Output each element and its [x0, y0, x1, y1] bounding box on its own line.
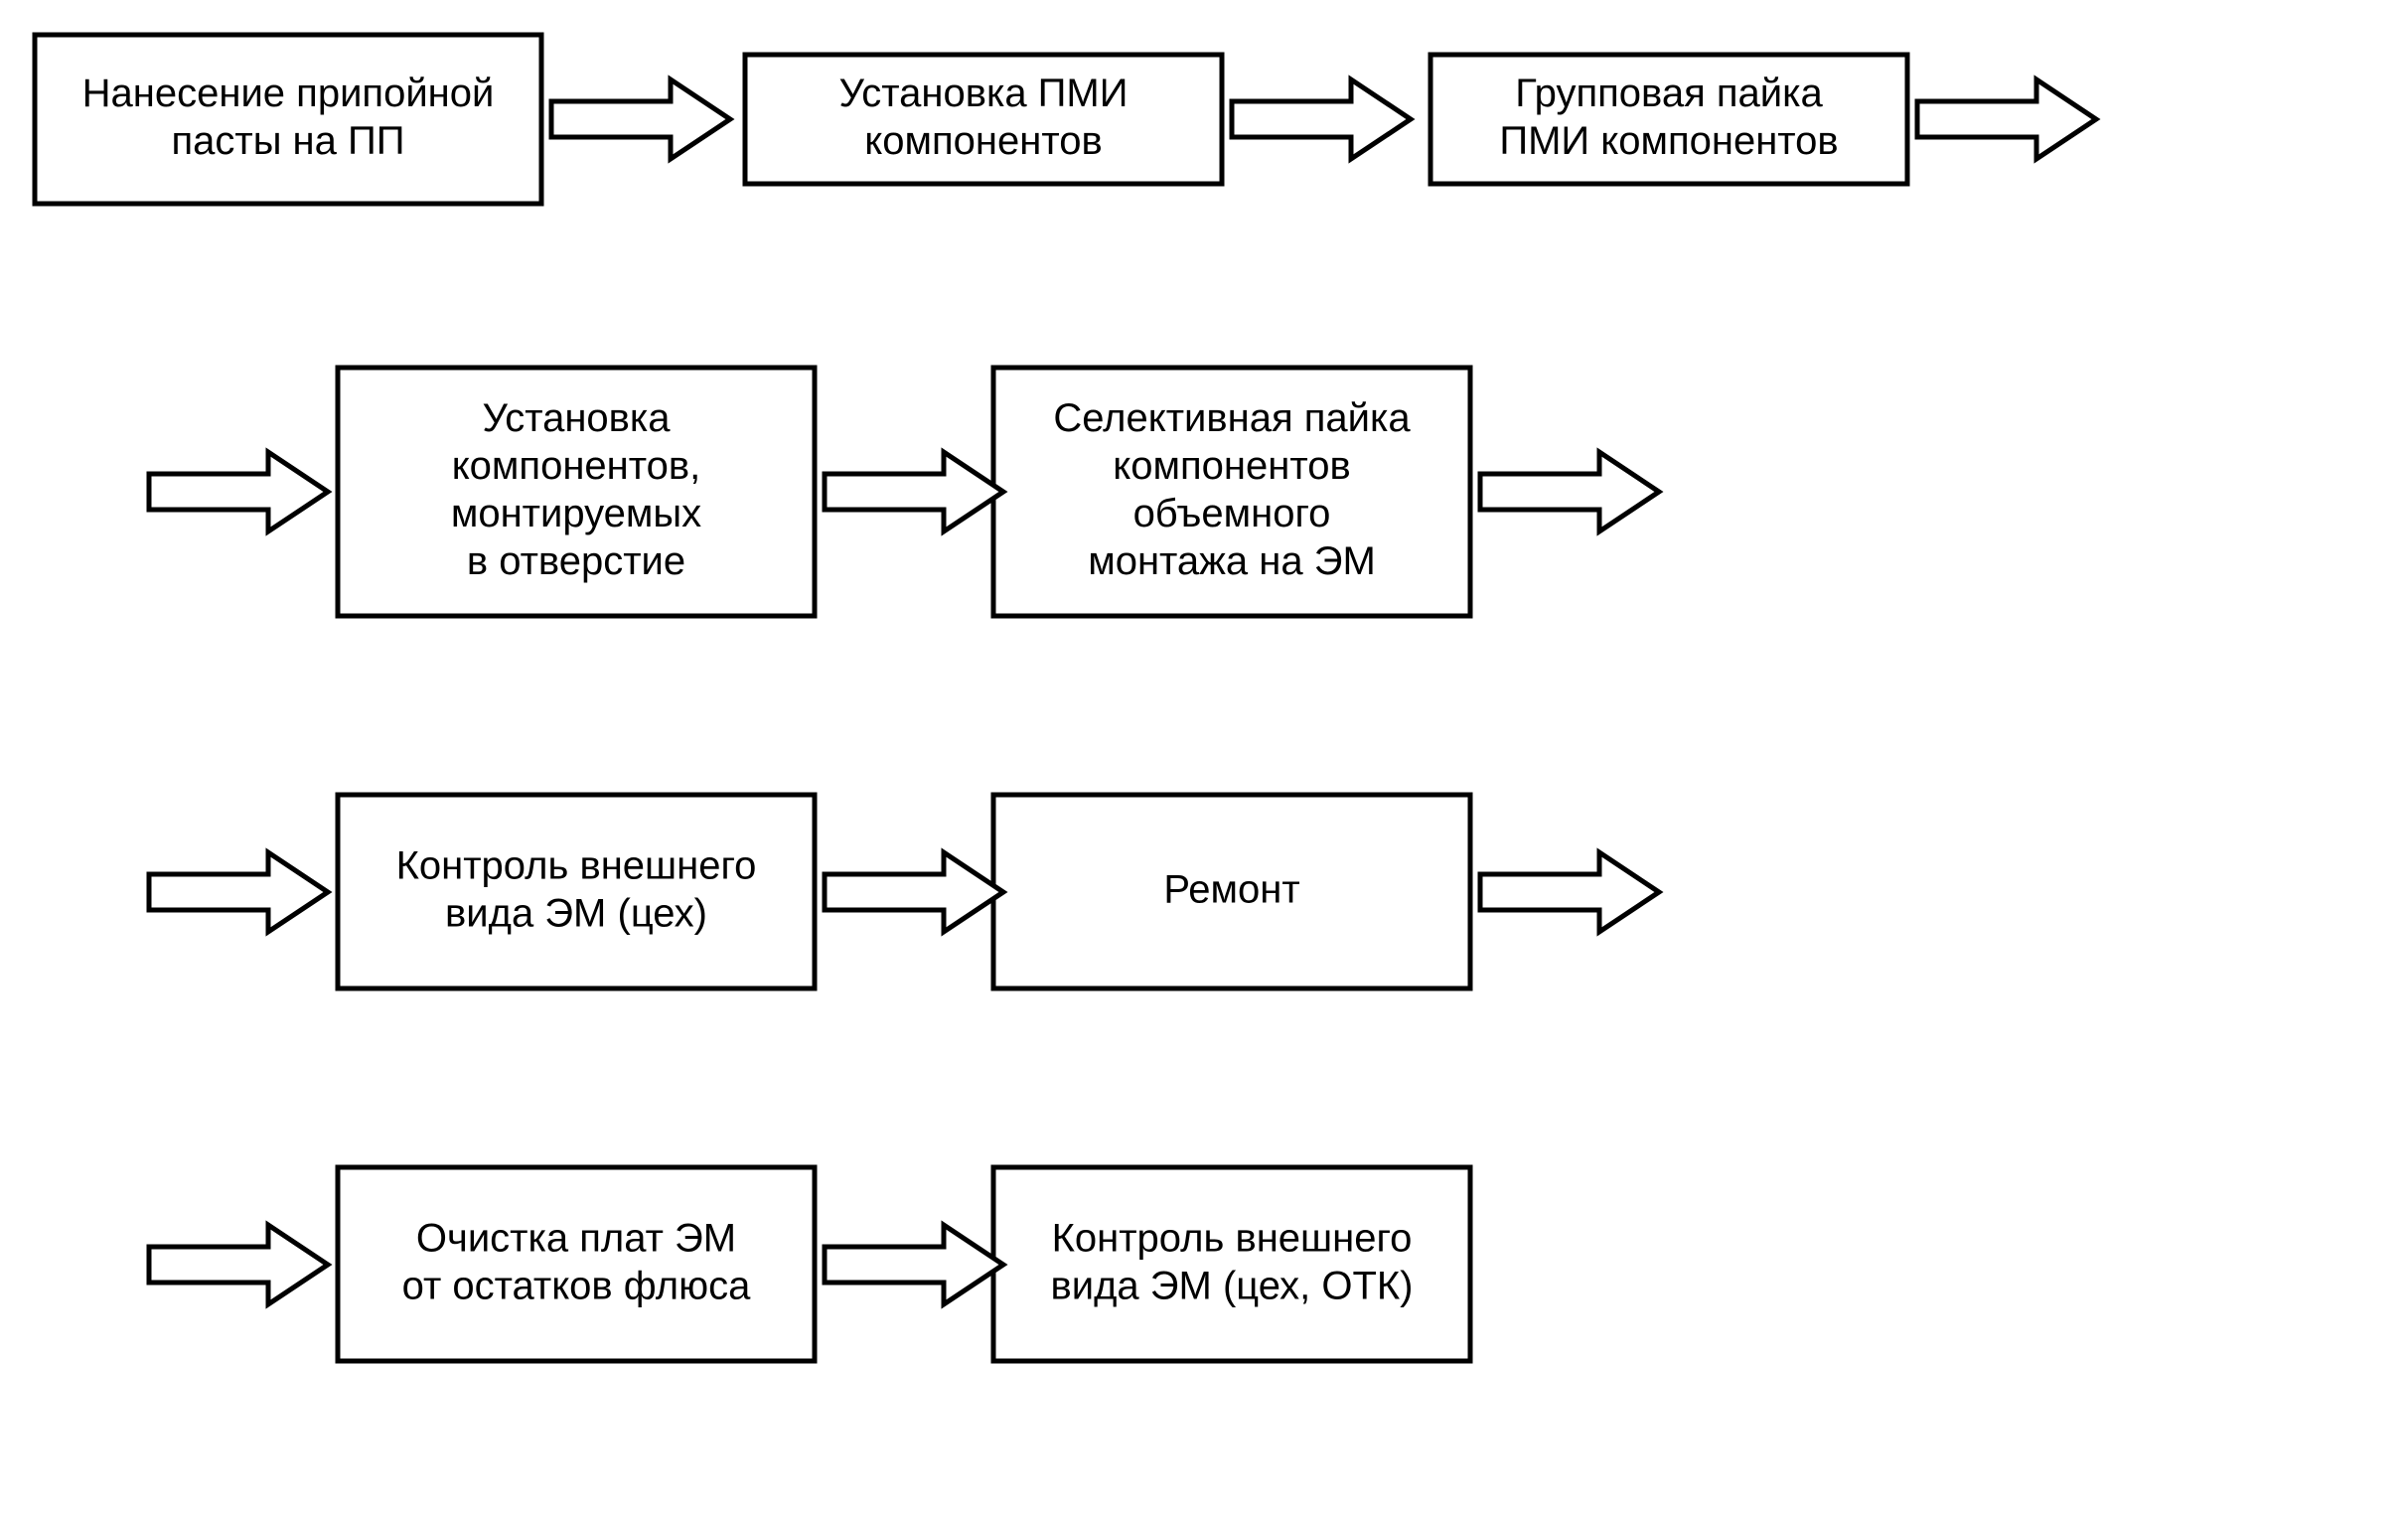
- process-box-label: Ремонт: [1163, 867, 1299, 911]
- flowchart: Нанесение припойнойпасты на ППУстановка …: [0, 0, 2408, 1513]
